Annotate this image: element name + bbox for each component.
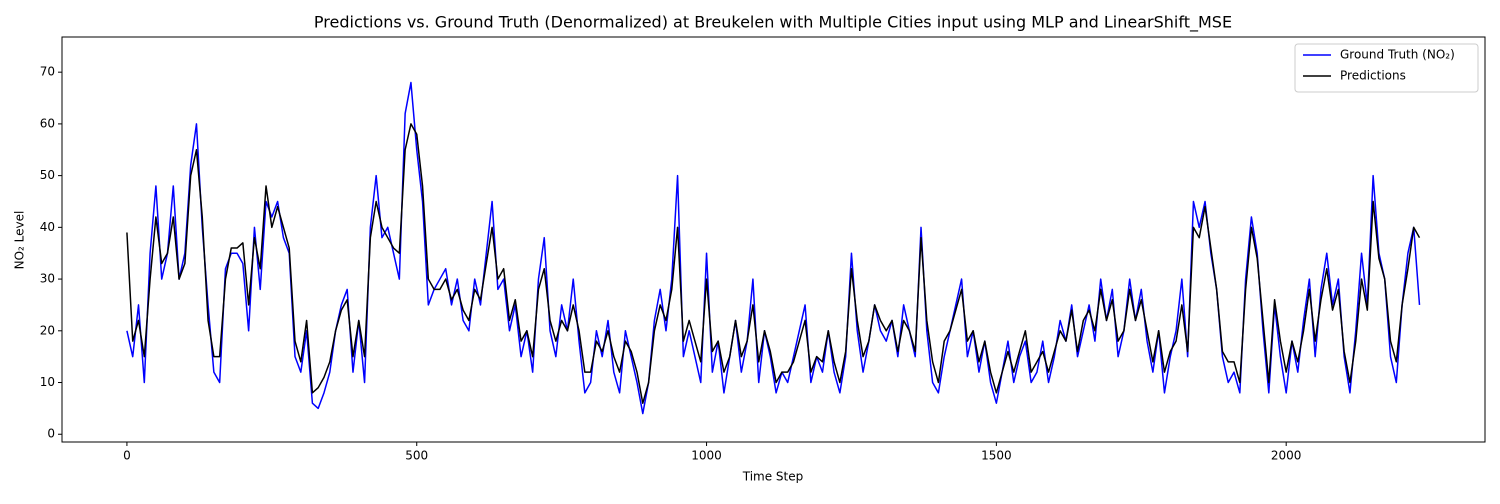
y-tick-label: 30 <box>40 272 55 286</box>
legend-label: Predictions <box>1340 69 1406 83</box>
x-tick-label: 500 <box>405 449 428 463</box>
chart-title: Predictions vs. Ground Truth (Denormaliz… <box>314 13 1232 33</box>
legend-label: Ground Truth (NO₂) <box>1340 48 1455 62</box>
plot-frame <box>61 36 1486 443</box>
y-tick-label: 0 <box>47 427 55 441</box>
legend-box <box>1294 43 1479 93</box>
y-tick-label: 50 <box>40 168 55 182</box>
y-tick-label: 20 <box>40 323 55 337</box>
x-tick-label: 1500 <box>981 449 1012 463</box>
y-tick-label: 70 <box>40 65 55 79</box>
y-tick-label: 10 <box>40 375 55 389</box>
y-axis-label: NO₂ Level <box>13 211 27 270</box>
x-tick-label: 1000 <box>691 449 722 463</box>
series-line <box>126 81 1421 415</box>
y-tick-label: 40 <box>40 220 55 234</box>
x-tick-label: 2000 <box>1271 449 1302 463</box>
series-line <box>126 123 1421 404</box>
x-axis-label: Time Step <box>742 470 804 484</box>
y-tick-label: 60 <box>40 116 55 130</box>
x-tick-label: 0 <box>123 449 131 463</box>
